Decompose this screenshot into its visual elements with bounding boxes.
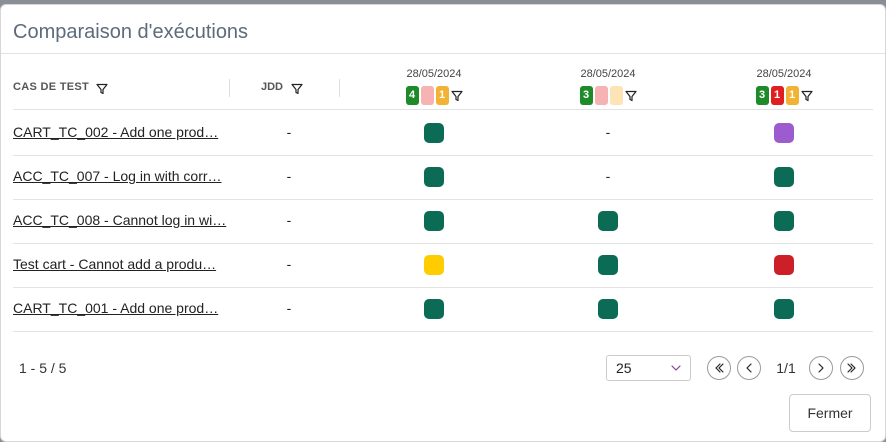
result-empty: - — [605, 124, 611, 140]
first-page-button[interactable] — [707, 356, 731, 380]
result-status[interactable] — [774, 167, 794, 187]
column-header: CAS DE TEST — [13, 81, 90, 93]
status-badge: 3 — [579, 86, 593, 105]
row-divider — [13, 199, 873, 200]
last-page-button[interactable] — [840, 356, 864, 380]
status-badge: 1 — [785, 86, 799, 105]
test-case-link[interactable]: CART_TC_002 - Add one prod… — [13, 124, 219, 140]
jdd-cell: - — [286, 168, 292, 184]
test-case-link[interactable]: ACC_TC_008 - Cannot log in wi… — [13, 212, 227, 228]
result-status[interactable] — [598, 211, 618, 231]
jdd-cell: - — [286, 300, 292, 316]
close-button[interactable]: Fermer — [789, 394, 871, 432]
column-header: JDD — [261, 81, 284, 93]
modal: Comparaison d'exécutions CAS DE TEST JDD 2… — [0, 4, 886, 442]
header-divider — [1, 53, 885, 54]
jdd-cell: - — [286, 256, 292, 272]
page-size-select[interactable]: 25 — [606, 355, 691, 381]
chevron-icon — [847, 363, 856, 373]
page-size-value: 25 — [616, 360, 632, 376]
status-badge: 3 — [755, 86, 769, 105]
status-badge — [609, 86, 623, 105]
prev-page-button[interactable] — [737, 356, 761, 380]
execution-date: 28/05/2024 — [406, 68, 462, 80]
column-separator — [339, 79, 340, 97]
dropdown-chevron — [671, 365, 681, 371]
test-case-link[interactable]: CART_TC_001 - Add one prod… — [13, 300, 219, 316]
chevron-icon — [746, 363, 752, 373]
execution-date: 28/05/2024 — [756, 68, 812, 80]
filter-icon[interactable] — [800, 90, 813, 102]
result-empty: - — [605, 168, 611, 184]
execution-date: 28/05/2024 — [580, 68, 636, 80]
result-status[interactable] — [424, 167, 444, 187]
result-status[interactable] — [774, 299, 794, 319]
filter-icon[interactable] — [96, 83, 108, 95]
jdd-cell: - — [286, 124, 292, 140]
result-status[interactable] — [774, 123, 794, 143]
row-divider — [13, 331, 873, 332]
result-status[interactable] — [424, 211, 444, 231]
result-status[interactable] — [598, 255, 618, 275]
status-badge: 1 — [435, 86, 449, 105]
result-status[interactable] — [774, 255, 794, 275]
modal-title: Comparaison d'exécutions — [13, 21, 249, 43]
row-divider — [13, 287, 873, 288]
status-badge — [420, 86, 434, 105]
test-case-link[interactable]: Test cart - Cannot add a produ… — [13, 256, 217, 272]
pagination-range: 1 - 5 / 5 — [19, 360, 67, 376]
result-status[interactable] — [424, 299, 444, 319]
filter-icon[interactable] — [450, 90, 463, 102]
filter-icon[interactable] — [624, 90, 637, 102]
header-row-divider — [13, 109, 873, 110]
status-badge: 1 — [770, 86, 784, 105]
jdd-cell: - — [286, 212, 292, 228]
result-status[interactable] — [424, 123, 444, 143]
page-indicator: 1/1 — [776, 360, 796, 376]
chevron-icon — [818, 363, 824, 373]
filter-icon[interactable] — [291, 83, 303, 95]
column-separator — [229, 79, 230, 97]
next-page-button[interactable] — [809, 356, 833, 380]
result-status[interactable] — [598, 299, 618, 319]
result-status[interactable] — [774, 211, 794, 231]
result-status[interactable] — [424, 255, 444, 275]
status-badge — [594, 86, 608, 105]
chevron-icon — [715, 363, 724, 373]
status-badge: 4 — [405, 86, 419, 105]
execution-summary: 3 — [548, 86, 668, 105]
test-case-link[interactable]: ACC_TC_007 - Log in with corr… — [13, 168, 222, 184]
row-divider — [13, 243, 873, 244]
row-divider — [13, 155, 873, 156]
